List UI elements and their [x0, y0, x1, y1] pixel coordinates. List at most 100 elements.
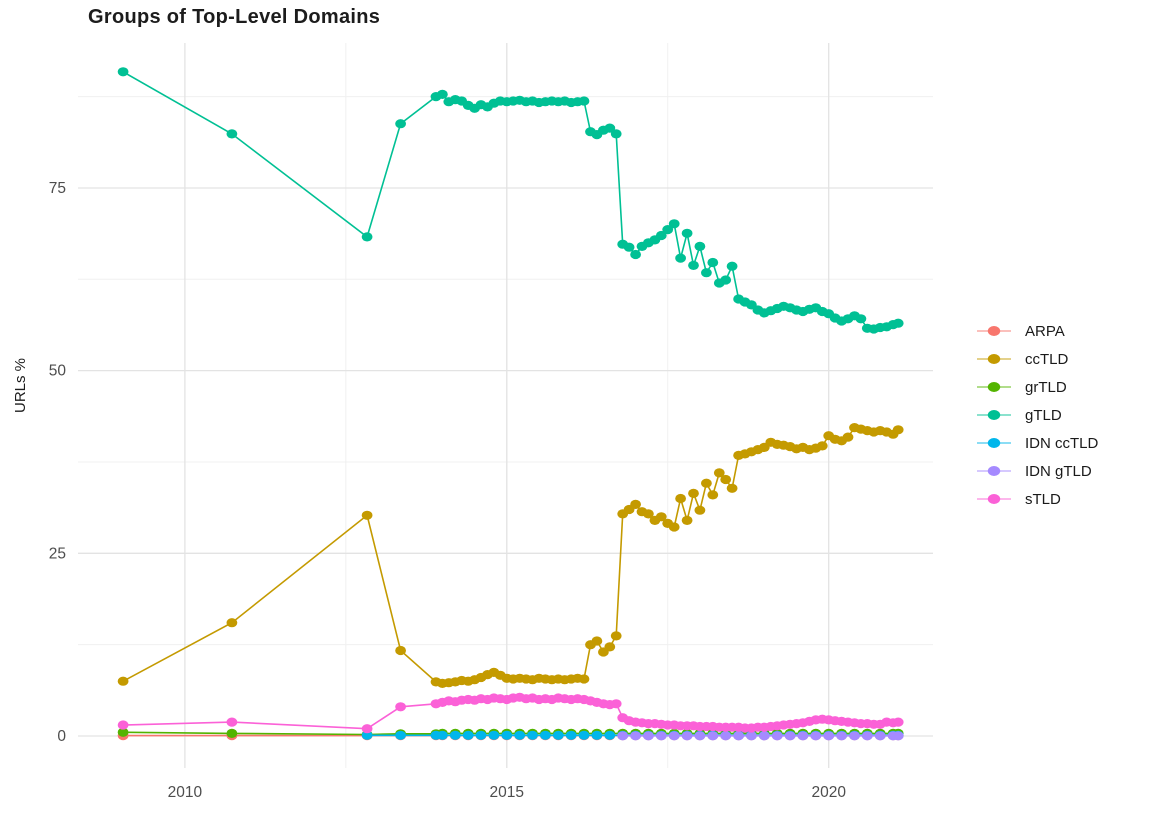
data-point	[816, 441, 828, 451]
legend-key-point	[987, 382, 1001, 392]
legend-key-point	[987, 438, 1001, 448]
data-point	[720, 474, 732, 485]
data-point	[668, 731, 680, 741]
legend-item-IDN-gTLD: IDN gTLD	[976, 461, 1098, 481]
data-point	[842, 432, 854, 442]
data-point	[892, 717, 904, 727]
data-point	[395, 645, 406, 656]
series-gTLD	[117, 67, 904, 334]
y-axis-title: URLs %	[12, 358, 29, 414]
data-point	[707, 490, 719, 500]
data-point	[578, 96, 590, 106]
data-point	[681, 731, 693, 741]
legend-key-point	[987, 326, 1001, 336]
legend-item-ccTLD: ccTLD	[976, 349, 1098, 369]
data-point	[610, 699, 622, 709]
legend-item-sTLD: sTLD	[976, 489, 1098, 509]
data-point	[758, 731, 770, 741]
data-point	[395, 119, 406, 129]
data-point	[514, 730, 526, 740]
legend-key-point	[987, 494, 1001, 504]
data-point	[720, 275, 732, 285]
data-point	[675, 253, 686, 263]
legend-label: gTLD	[1025, 406, 1062, 424]
data-point	[694, 241, 706, 251]
data-point	[707, 257, 719, 268]
data-point	[395, 730, 406, 740]
legend-item-grTLD: grTLD	[976, 377, 1098, 397]
y-tick-label: 0	[57, 728, 66, 745]
data-point	[395, 702, 406, 712]
data-point	[449, 730, 461, 740]
data-point	[733, 731, 744, 741]
data-point	[630, 499, 641, 509]
legend-key-icon	[977, 382, 1011, 392]
legend-item-gTLD: gTLD	[976, 405, 1098, 425]
data-point	[117, 67, 129, 77]
legend-key-icon	[977, 466, 1011, 476]
data-point	[540, 730, 551, 740]
data-point	[361, 232, 373, 242]
data-point	[694, 505, 706, 515]
data-point	[527, 730, 538, 740]
legend-key-icon	[977, 410, 1011, 420]
data-point	[578, 730, 590, 740]
data-point	[707, 731, 719, 741]
legend-label: IDN gTLD	[1025, 462, 1092, 480]
y-tick-label: 50	[49, 363, 67, 380]
data-point	[836, 731, 847, 741]
data-point	[437, 89, 448, 99]
legend-key-point	[987, 354, 1001, 364]
data-point	[655, 731, 667, 741]
data-point	[226, 618, 238, 628]
data-point	[694, 731, 706, 741]
legend-label: IDN ccTLD	[1025, 434, 1099, 452]
data-point	[713, 468, 725, 478]
data-point	[861, 731, 873, 741]
data-point	[771, 731, 783, 741]
data-point	[630, 731, 641, 741]
data-point	[643, 731, 654, 741]
legend-label: ccTLD	[1025, 350, 1069, 368]
data-point	[501, 730, 513, 740]
legend-item-IDN-ccTLD: IDN ccTLD	[976, 433, 1098, 453]
data-point	[604, 642, 616, 652]
series-IDN-gTLD	[617, 731, 904, 741]
data-point	[617, 731, 629, 741]
data-point	[117, 727, 129, 737]
data-point	[797, 731, 809, 741]
legend: ARPA ccTLD grTLD gTLD IDN ccTLD IDN gTLD sTLD	[976, 321, 1098, 509]
data-point	[720, 731, 732, 741]
data-point	[668, 522, 680, 532]
data-point	[610, 631, 622, 641]
legend-key-icon	[977, 494, 1011, 504]
legend-label: sTLD	[1025, 490, 1061, 508]
data-point	[849, 731, 860, 741]
data-point	[726, 483, 738, 493]
data-point	[701, 268, 712, 278]
data-point	[591, 636, 603, 646]
data-point	[565, 730, 577, 740]
series-sTLD	[117, 692, 904, 734]
data-point	[610, 129, 622, 139]
data-point	[681, 515, 693, 526]
data-point	[874, 731, 886, 741]
data-point	[668, 219, 680, 229]
data-point	[726, 261, 738, 271]
data-point	[488, 730, 500, 740]
data-point	[437, 730, 448, 740]
y-tick-label: 25	[49, 545, 66, 562]
data-point	[623, 242, 635, 252]
data-point	[701, 478, 712, 488]
legend-key-point	[987, 466, 1001, 476]
data-point	[746, 731, 757, 741]
data-point	[361, 510, 373, 520]
x-tick-label: 2015	[490, 784, 524, 801]
x-tick-label: 2010	[168, 784, 203, 801]
data-point	[892, 318, 904, 328]
data-point	[823, 731, 835, 741]
legend-key-icon	[977, 326, 1011, 336]
data-point	[892, 425, 904, 435]
data-point	[591, 730, 603, 740]
